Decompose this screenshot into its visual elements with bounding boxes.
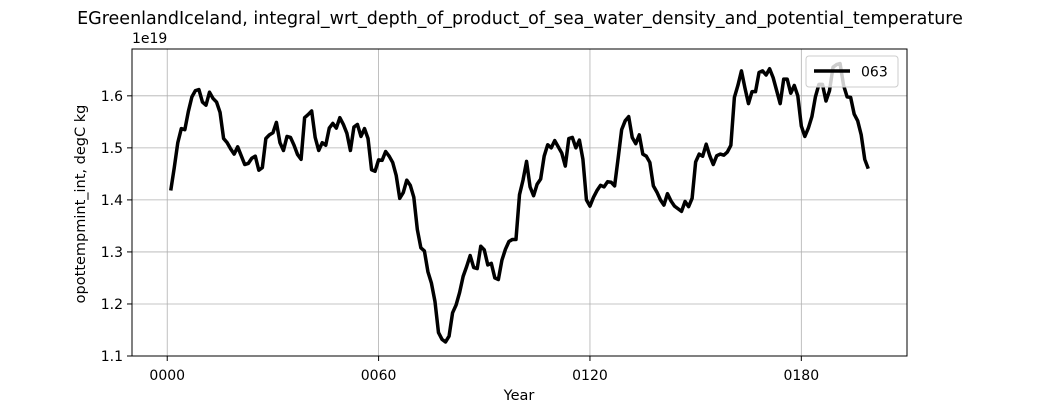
chart-title: EGreenlandIceland, integral_wrt_depth_of…	[77, 9, 963, 29]
x-tick-label: 0000	[149, 368, 185, 384]
x-tick-label: 0120	[572, 368, 608, 384]
y-axis-ticks: 1.1 1.2 1.3 1.4 1.5 1.6	[101, 89, 132, 365]
y-tick-label: 1.4	[101, 193, 123, 209]
plot-frame	[131, 48, 908, 357]
y-tick-label: 1.6	[101, 89, 123, 105]
y-axis-offset-label: 1e19	[132, 31, 167, 47]
legend-box	[805, 55, 899, 88]
y-tick-label: 1.5	[101, 141, 123, 157]
y-tick-label: 1.3	[101, 245, 123, 261]
x-axis-label: Year	[503, 388, 535, 404]
x-tick-label: 0180	[783, 368, 819, 384]
series-layer	[169, 61, 870, 344]
y-tick-label: 1.2	[101, 297, 123, 313]
legend-entry-label: 063	[861, 65, 888, 81]
legend: 063	[805, 55, 899, 88]
y-axis-label: opottempmint_int, degC kg	[73, 105, 89, 304]
x-tick-label: 0060	[361, 368, 397, 384]
x-axis-ticks: 0000 0060 0120 0180	[149, 356, 819, 384]
series-line-063	[169, 61, 870, 344]
y-tick-label: 1.1	[101, 349, 123, 365]
